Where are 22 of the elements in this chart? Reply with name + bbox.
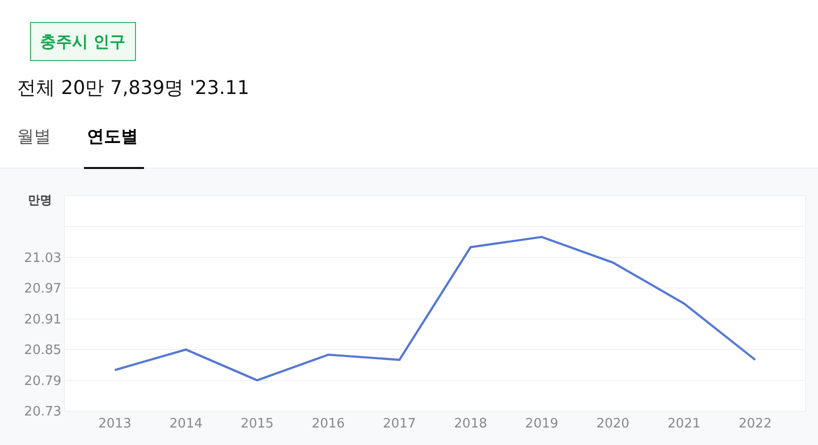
x-tick-label: 2022 — [738, 416, 772, 432]
x-tick-label: 2017 — [382, 416, 416, 432]
chart-subtitle: 전체 20만 7,839명 '23.11 — [17, 77, 250, 99]
chart-title: 충주시 인구 — [40, 32, 126, 51]
x-tick-label: 2021 — [667, 416, 701, 432]
y-tick-label: 20.73 — [24, 404, 62, 420]
y-tick-label: 20.91 — [24, 312, 62, 328]
x-tick-label: 2019 — [525, 416, 558, 432]
y-tick-label: 21.03 — [24, 250, 62, 266]
text: 연도별 — [87, 127, 138, 147]
x-tick-label: 2020 — [596, 416, 630, 432]
x-tick-label: 2015 — [240, 416, 274, 432]
text: 월별 — [17, 127, 51, 147]
y-tick-label: 20.79 — [24, 374, 62, 389]
x-tick-label: 2014 — [169, 416, 203, 432]
x-tick-label: 2016 — [312, 416, 345, 432]
x-tick-label: 2013 — [98, 416, 132, 432]
y-tick-label: 20.85 — [24, 343, 62, 358]
x-tick-label: 2018 — [454, 416, 488, 432]
y-tick-label: 20.97 — [24, 282, 62, 297]
y-axis-title: 만명 — [28, 193, 52, 207]
line-series — [114, 236, 756, 382]
